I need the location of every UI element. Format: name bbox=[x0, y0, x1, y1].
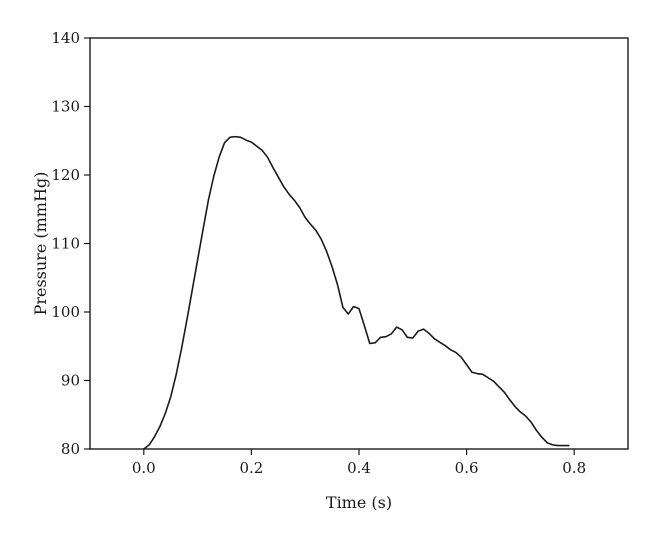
y-tick-label: 120 bbox=[51, 166, 80, 184]
x-tick-label: 0.6 bbox=[455, 459, 479, 477]
y-tick-label: 110 bbox=[51, 235, 80, 253]
y-tick-label: 90 bbox=[61, 372, 80, 390]
y-tick-label: 130 bbox=[51, 98, 80, 116]
x-tick-label: 0.4 bbox=[347, 459, 371, 477]
y-axis-title: Pressure (mmHg) bbox=[31, 172, 50, 316]
y-tick-label: 140 bbox=[51, 29, 80, 47]
y-tick-label: 100 bbox=[51, 303, 80, 321]
x-tick-label: 0.0 bbox=[132, 459, 156, 477]
plot-frame bbox=[89, 37, 629, 450]
x-tick-label: 0.2 bbox=[239, 459, 263, 477]
pressure-series-line bbox=[143, 135, 570, 450]
y-tick-label: 80 bbox=[61, 440, 80, 458]
x-tick-label: 0.8 bbox=[562, 459, 586, 477]
x-axis-title: Time (s) bbox=[326, 493, 392, 512]
y-axis-ticks: 80 90 100 110 120 130 140 bbox=[51, 29, 90, 458]
x-axis-ticks: 0.0 0.2 0.4 0.6 0.8 bbox=[132, 449, 586, 477]
